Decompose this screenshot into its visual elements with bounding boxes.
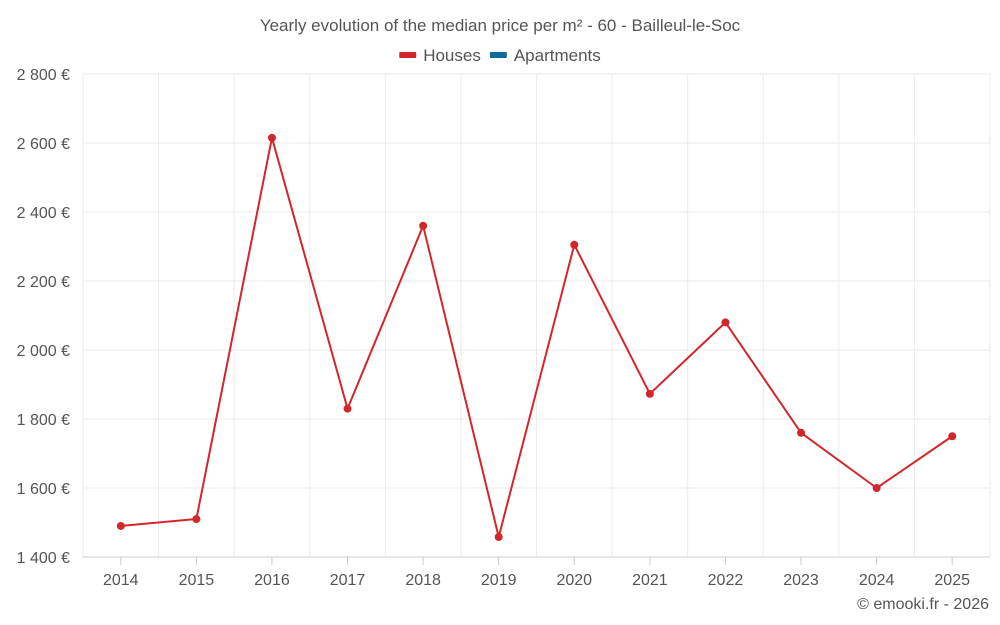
y-tick-label: 1 600 €	[17, 481, 70, 498]
data-point[interactable]	[797, 428, 806, 437]
x-tick-label: 2019	[481, 572, 517, 589]
grid-layer	[82, 73, 991, 557]
x-tick-label: 2024	[859, 572, 895, 589]
y-tick-label: 1 400 €	[17, 550, 70, 567]
legend-label: Apartments	[514, 46, 601, 65]
legend-swatch	[399, 52, 417, 58]
x-tick-label: 2014	[103, 572, 139, 589]
x-tick-label: 2025	[934, 572, 970, 589]
data-point[interactable]	[872, 484, 881, 492]
chart-title: Yearly evolution of the median price per…	[260, 16, 741, 35]
data-point[interactable]	[494, 532, 503, 541]
x-tick-label: 2017	[330, 572, 366, 589]
data-point[interactable]	[343, 404, 352, 413]
x-tick-label: 2015	[179, 572, 215, 589]
data-point[interactable]	[948, 432, 957, 441]
data-point[interactable]	[192, 515, 201, 524]
credit-text: © emooki.fr - 2026	[857, 596, 989, 613]
legend: Houses Apartments	[399, 46, 601, 65]
y-tick-label: 1 800 €	[17, 412, 70, 429]
series-layer	[116, 133, 957, 541]
x-tick-label: 2022	[708, 572, 744, 589]
x-axis: 2014 2015 2016 2017 2018 2019 2020 2021 2022 2023…	[83, 556, 990, 589]
data-point[interactable]	[570, 240, 579, 249]
data-point[interactable]	[645, 389, 654, 398]
legend-label: Houses	[423, 46, 481, 65]
x-tick-label: 2016	[254, 572, 290, 589]
x-tick-label: 2023	[783, 572, 819, 589]
x-tick-label: 2018	[405, 572, 441, 589]
data-point[interactable]	[419, 221, 428, 230]
series-line-houses	[120, 136, 953, 538]
y-tick-label: 2 200 €	[17, 274, 70, 291]
x-tick-label: 2020	[556, 572, 592, 589]
data-point[interactable]	[116, 521, 125, 530]
y-tick-label: 2 800 €	[17, 67, 70, 84]
legend-swatch	[489, 52, 507, 58]
y-tick-label: 2 600 €	[17, 136, 70, 153]
y-axis: 1 400 € 1 600 € 1 800 € 2 000 € 2 200 € 2 400…	[17, 67, 70, 567]
y-tick-label: 2 000 €	[17, 343, 70, 360]
data-point[interactable]	[267, 133, 276, 142]
legend-item-houses[interactable]: Houses	[399, 46, 481, 65]
data-point[interactable]	[721, 318, 730, 327]
legend-item-apartments[interactable]: Apartments	[489, 46, 601, 65]
y-tick-label: 2 400 €	[17, 205, 70, 222]
x-tick-label: 2021	[632, 572, 668, 589]
